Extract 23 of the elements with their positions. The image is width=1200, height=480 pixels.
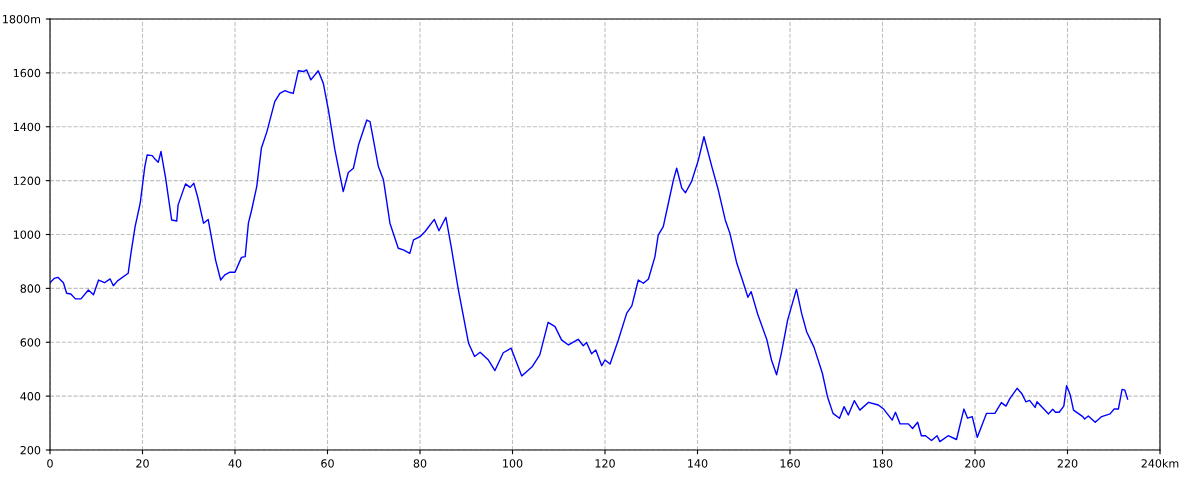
- x-tick-label: 120: [595, 459, 615, 468]
- x-tick-label: 180: [873, 459, 893, 468]
- x-tick-label: 20: [136, 459, 149, 468]
- x-tick-label: 80: [413, 459, 427, 468]
- y-tick-label: 1400: [13, 122, 41, 132]
- x-tick-label: 220: [1057, 459, 1078, 468]
- y-tick-label: 1200: [13, 176, 41, 185]
- y-tick-label: 1600: [13, 68, 41, 78]
- x-tick-label: 200: [965, 459, 985, 468]
- x-tick-label: 160: [780, 459, 800, 468]
- line-series: [50, 69, 1129, 443]
- y-tick-label: 1800m: [3, 14, 41, 24]
- y-tick-label: 800: [20, 284, 41, 293]
- x-tick-label: 60: [321, 459, 334, 468]
- y-tick-label: 1000: [13, 230, 41, 239]
- x-tick-label: 0: [47, 459, 53, 468]
- x-tick-label: 40: [228, 459, 242, 468]
- x-tick-label: 140: [688, 459, 708, 468]
- x-tick-label: 240km: [1141, 459, 1179, 468]
- x-tick-label: 100: [503, 459, 523, 468]
- y-tick-label: 400: [20, 392, 41, 401]
- y-tick-label: 600: [20, 338, 41, 347]
- y-tick-label: 200: [20, 445, 41, 455]
